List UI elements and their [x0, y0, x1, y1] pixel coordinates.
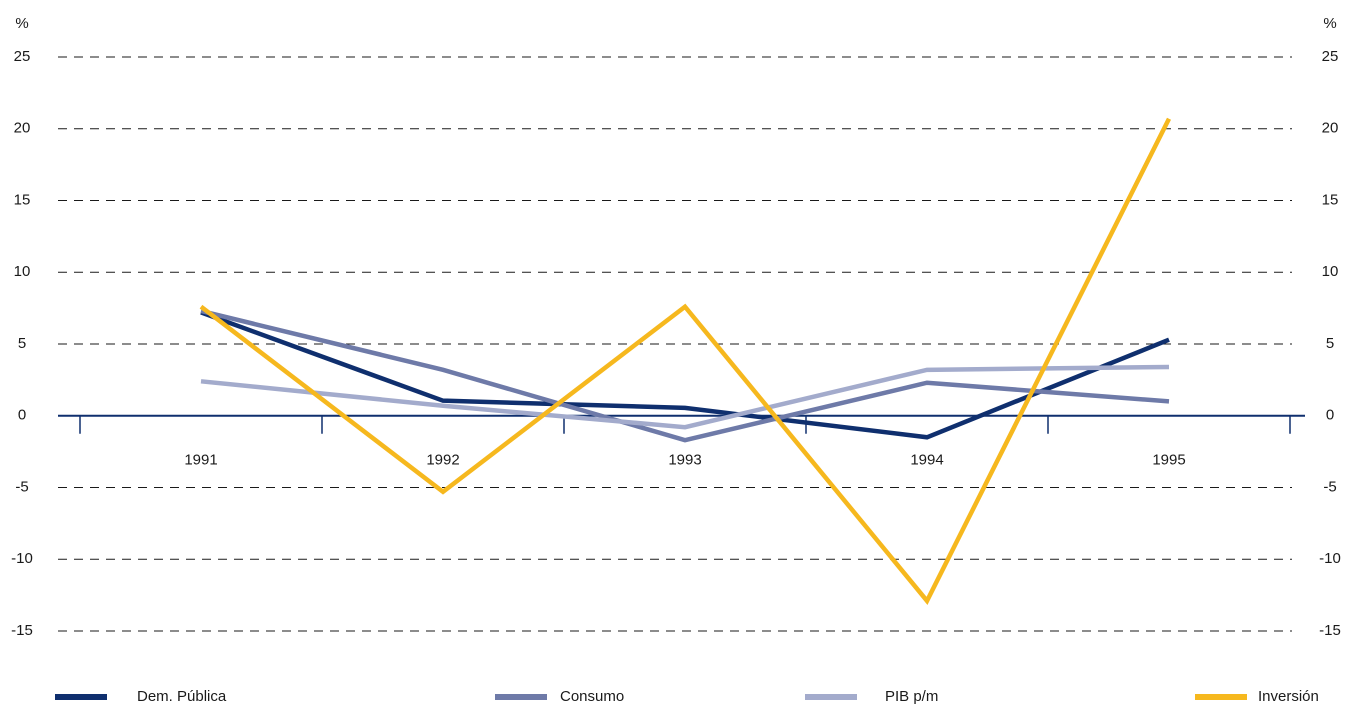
y-tick-label: -15	[11, 622, 33, 639]
series-line	[200, 308, 1170, 443]
y-axis-label: %	[15, 15, 28, 32]
y-tick-label: 25	[14, 48, 31, 65]
y-tick-label: 20	[14, 120, 31, 137]
y-tick-label: 15	[14, 191, 31, 208]
legend-label: Dem. Pública	[137, 688, 227, 705]
y-tick-label: -10	[11, 550, 33, 567]
y2-tick-label: 20	[1322, 120, 1339, 137]
y-tick-label: -5	[15, 478, 28, 495]
legend-label: Inversión	[1258, 688, 1319, 705]
series-line	[200, 364, 1170, 430]
y2-tick-label: 15	[1322, 191, 1339, 208]
y2-tick-label: 10	[1322, 263, 1339, 280]
y-tick-label: 5	[18, 335, 26, 352]
y2-axis-label: %	[1323, 15, 1336, 32]
y2-tick-label: -15	[1319, 622, 1341, 639]
series-line	[200, 310, 1170, 440]
y-tick-label: 10	[14, 263, 31, 280]
y-tick-label: 0	[18, 407, 26, 424]
y2-tick-label: -10	[1319, 550, 1341, 567]
series-line	[199, 117, 1172, 605]
y2-tick-label: 5	[1326, 335, 1334, 352]
x-tick-label: 1991	[184, 452, 217, 469]
x-tick-label: 1994	[910, 452, 943, 469]
y2-tick-label: -5	[1323, 478, 1336, 495]
legend-label: Consumo	[560, 688, 624, 705]
x-tick-label: 1995	[1152, 452, 1185, 469]
x-tick-label: 1993	[668, 452, 701, 469]
y2-tick-label: 0	[1326, 407, 1334, 424]
x-tick-label: 1992	[426, 452, 459, 469]
y2-tick-label: 25	[1322, 48, 1339, 65]
legend-label: PIB p/m	[885, 688, 938, 705]
